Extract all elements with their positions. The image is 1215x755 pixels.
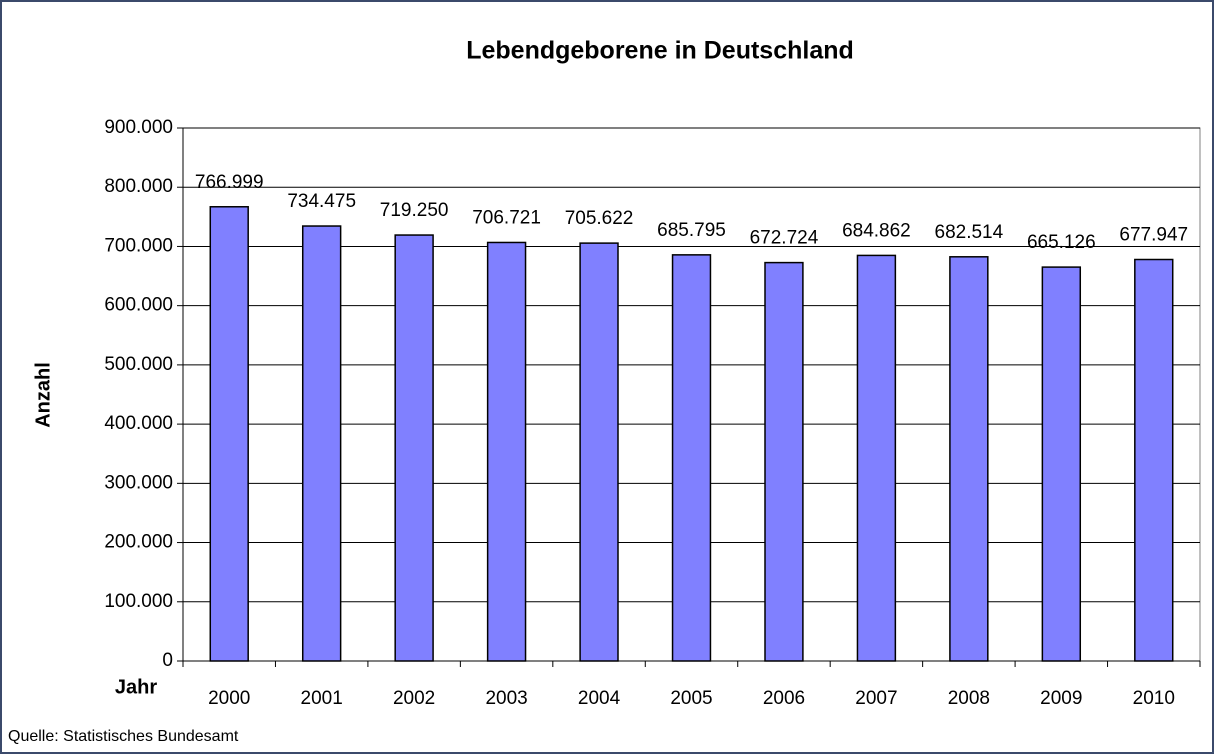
data-label: 677.947 xyxy=(1119,225,1188,246)
x-tick-label: 2005 xyxy=(670,688,712,709)
bar xyxy=(301,225,342,662)
y-tick-label: 100.000 xyxy=(104,591,173,612)
bar xyxy=(856,254,897,662)
data-label: 734.475 xyxy=(287,191,356,212)
x-tick-label: 2004 xyxy=(578,688,621,709)
data-label: 684.862 xyxy=(842,220,911,241)
y-tick-label: 500.000 xyxy=(104,354,173,375)
x-tick-label: 2007 xyxy=(855,688,897,709)
data-label: 665.126 xyxy=(1027,232,1096,253)
y-tick-label: 0 xyxy=(162,650,173,671)
x-tick-label: 2003 xyxy=(485,688,527,709)
source-note: Quelle: Statistisches Bundesamt xyxy=(8,728,239,745)
data-label: 672.724 xyxy=(750,228,819,249)
bar xyxy=(209,206,249,662)
x-tick-label: 2008 xyxy=(948,688,990,709)
bar xyxy=(579,242,619,662)
y-tick-label: 700.000 xyxy=(104,235,173,256)
y-tick-label: 400.000 xyxy=(104,413,173,434)
y-axis-label: Anzahl xyxy=(32,362,54,428)
x-axis-label: Jahr xyxy=(115,676,157,698)
bar xyxy=(671,254,712,662)
x-tick-label: 2010 xyxy=(1133,688,1175,709)
bar xyxy=(1134,258,1174,662)
data-label: 766.999 xyxy=(195,172,264,193)
bar xyxy=(486,241,527,662)
y-tick-label: 600.000 xyxy=(104,295,173,316)
bar xyxy=(764,261,804,662)
y-tick-label: 800.000 xyxy=(104,176,173,197)
data-label: 706.721 xyxy=(472,207,541,228)
data-label: 719.250 xyxy=(380,200,449,221)
x-tick-label: 2006 xyxy=(763,688,805,709)
chart-title: Lebendgeborene in Deutschland xyxy=(466,37,854,65)
bar xyxy=(394,234,434,662)
data-label: 705.622 xyxy=(565,208,634,229)
y-tick-label: 900.000 xyxy=(104,117,173,138)
bar xyxy=(949,256,989,662)
y-tick-label: 200.000 xyxy=(104,532,173,553)
x-tick-label: 2009 xyxy=(1040,688,1082,709)
bar xyxy=(1041,266,1082,662)
y-tick-label: 300.000 xyxy=(104,472,173,493)
x-tick-label: 2001 xyxy=(301,688,343,709)
x-tick-label: 2002 xyxy=(393,688,435,709)
data-label: 682.514 xyxy=(935,222,1004,243)
x-tick-label: 2000 xyxy=(208,688,250,709)
data-label: 685.795 xyxy=(657,220,726,241)
